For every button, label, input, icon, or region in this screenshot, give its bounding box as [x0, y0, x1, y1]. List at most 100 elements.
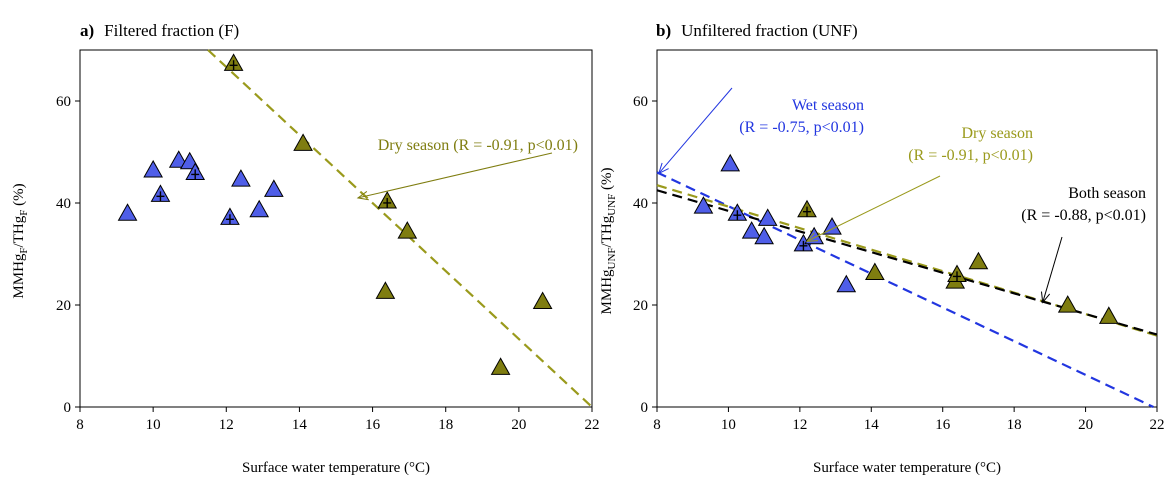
annotation-line: Both season — [1068, 185, 1146, 202]
dry-season-point — [490, 357, 511, 375]
x-tick-label: 12 — [792, 417, 807, 433]
annotation-line: Dry season — [961, 125, 1033, 142]
dry-season-annotation: Dry season (R = -0.91, p<0.01) — [908, 125, 1033, 164]
dry-season-point — [1098, 306, 1119, 324]
x-tick-label: 8 — [76, 417, 84, 433]
panel-b-title-text: Unfiltered fraction (UNF) — [681, 21, 858, 40]
wet-season-point — [836, 274, 857, 293]
wet-season-point — [231, 169, 251, 187]
panel-b-letter: b) — [656, 21, 671, 40]
error-cross-mark — [733, 210, 742, 221]
panel-b-ylabel-part: (%) — [599, 168, 615, 194]
panel-b-data-points — [693, 153, 1119, 324]
dry-season-point — [532, 291, 553, 310]
panel-a-x-axis-title: Surface water temperature (°C) — [242, 460, 430, 476]
dry-season-fit-line — [207, 49, 593, 408]
annotation-line: (R = -0.75, p<0.01) — [739, 119, 864, 136]
dry-season-point — [865, 262, 885, 280]
annotation-line: Dry season (R = -0.91, p<0.01) — [378, 137, 578, 154]
panel-a-annotations: Dry season (R = -0.91, p<0.01) — [356, 137, 578, 201]
panel-b-x-axis-title: Surface water temperature (°C) — [813, 460, 1001, 476]
y-tick-label: 40 — [633, 196, 648, 212]
panel-a-axis-ticks: 8 10 12 14 16 18 20 22 0 20 40 60 — [56, 94, 600, 433]
wet-season-point — [168, 150, 189, 168]
y-tick-label: 60 — [56, 94, 71, 110]
panel-b-ylabel-sub: UNF — [606, 194, 618, 216]
dry-season-point — [397, 221, 418, 239]
panel-a-y-axis-title: MMHgF/THgF (%) — [11, 183, 30, 298]
error-cross-mark — [383, 197, 392, 208]
x-tick-label: 20 — [1078, 417, 1093, 433]
panel-a-title-text: Filtered fraction (F) — [104, 21, 239, 40]
y-tick-label: 40 — [56, 196, 71, 212]
panel-b-ylabel-sub: UNF — [606, 247, 618, 269]
wet-season-point — [757, 208, 778, 226]
y-tick-label: 0 — [64, 400, 72, 416]
panel-a: a) Filtered fraction (F) 8 10 12 14 16 18 20 22… — [11, 21, 600, 476]
panel-b: b) Unfiltered fraction (UNF) 8 10 12 14 16 18… — [599, 21, 1165, 476]
annotation-arrow — [1042, 236, 1063, 303]
annotation-line: Wet season — [792, 97, 864, 114]
panel-a-ylabel-sub: F — [18, 247, 30, 253]
wet-season-point — [720, 153, 741, 172]
x-tick-label: 18 — [438, 417, 453, 433]
panel-b-plot-area — [656, 49, 1158, 408]
wet-season-point — [741, 221, 762, 239]
error-cross-mark — [953, 271, 961, 282]
dry-season-point — [375, 281, 396, 299]
panel-a-ylabel-part: MMHg — [11, 253, 27, 299]
both-season-annotation: Both season (R = -0.88, p<0.01) — [1021, 185, 1146, 224]
panel-b-annotations: Wet season (R = -0.75, p<0.01) Dry season (… — [657, 87, 1146, 304]
panel-b-y-axis-title: MMHgUNF/THgUNF (%) — [599, 168, 618, 315]
error-cross-mark — [229, 60, 238, 71]
panel-a-plot-area — [79, 49, 593, 408]
panel-a-fit-lines — [207, 49, 593, 408]
annotation-arrow — [357, 152, 553, 199]
wet-season-point — [249, 199, 270, 218]
x-tick-label: 22 — [585, 417, 600, 433]
wet-season-point — [754, 226, 774, 245]
panel-b-ylabel-part: MMHg — [599, 269, 615, 315]
annotation-arrowhead — [657, 162, 669, 175]
annotation-line: (R = -0.88, p<0.01) — [1021, 207, 1146, 224]
x-tick-label: 16 — [935, 417, 951, 433]
dry-season-point — [293, 133, 313, 151]
y-tick-label: 20 — [633, 298, 648, 314]
x-tick-label: 12 — [219, 417, 234, 433]
error-cross-mark — [191, 169, 200, 180]
panel-a-ylabel-sub: F — [18, 210, 30, 216]
wet-season-point — [822, 217, 842, 235]
x-tick-label: 20 — [511, 417, 526, 433]
y-tick-label: 20 — [56, 298, 71, 314]
x-tick-label: 22 — [1150, 417, 1165, 433]
x-tick-label: 8 — [653, 417, 661, 433]
x-tick-label: 10 — [146, 417, 161, 433]
dry-season-point — [1057, 295, 1078, 313]
panel-a-ylabel-part: /THg — [11, 215, 27, 247]
error-cross-mark — [799, 240, 808, 251]
wet-season-point — [143, 159, 163, 178]
annotation-arrow — [658, 87, 733, 174]
annotation-arrowhead — [805, 232, 819, 242]
annotation-line: (R = -0.91, p<0.01) — [908, 147, 1033, 164]
annotation-arrowhead — [1040, 291, 1051, 304]
panel-b-ylabel-part: /THg — [599, 215, 615, 247]
panel-b-axis-ticks: 8 10 12 14 16 18 20 22 0 20 40 60 — [633, 94, 1165, 433]
y-tick-label: 60 — [633, 94, 648, 110]
error-cross-mark — [156, 191, 165, 202]
x-tick-label: 10 — [721, 417, 736, 433]
dry-season-point — [968, 251, 989, 270]
error-cross-mark — [225, 214, 234, 225]
wet-season-point — [693, 196, 714, 214]
panel-a-data-points — [117, 53, 553, 375]
error-cross-mark — [803, 206, 811, 217]
panel-a-title: a) Filtered fraction (F) — [80, 21, 239, 40]
wet-season-point — [117, 203, 138, 221]
panel-b-title: b) Unfiltered fraction (UNF) — [656, 21, 858, 40]
annotation-arrow — [806, 175, 941, 242]
wet-season-annotation: Wet season (R = -0.75, p<0.01) — [739, 97, 864, 136]
x-tick-label: 18 — [1007, 417, 1022, 433]
x-tick-label: 14 — [864, 417, 880, 433]
x-tick-label: 14 — [292, 417, 308, 433]
